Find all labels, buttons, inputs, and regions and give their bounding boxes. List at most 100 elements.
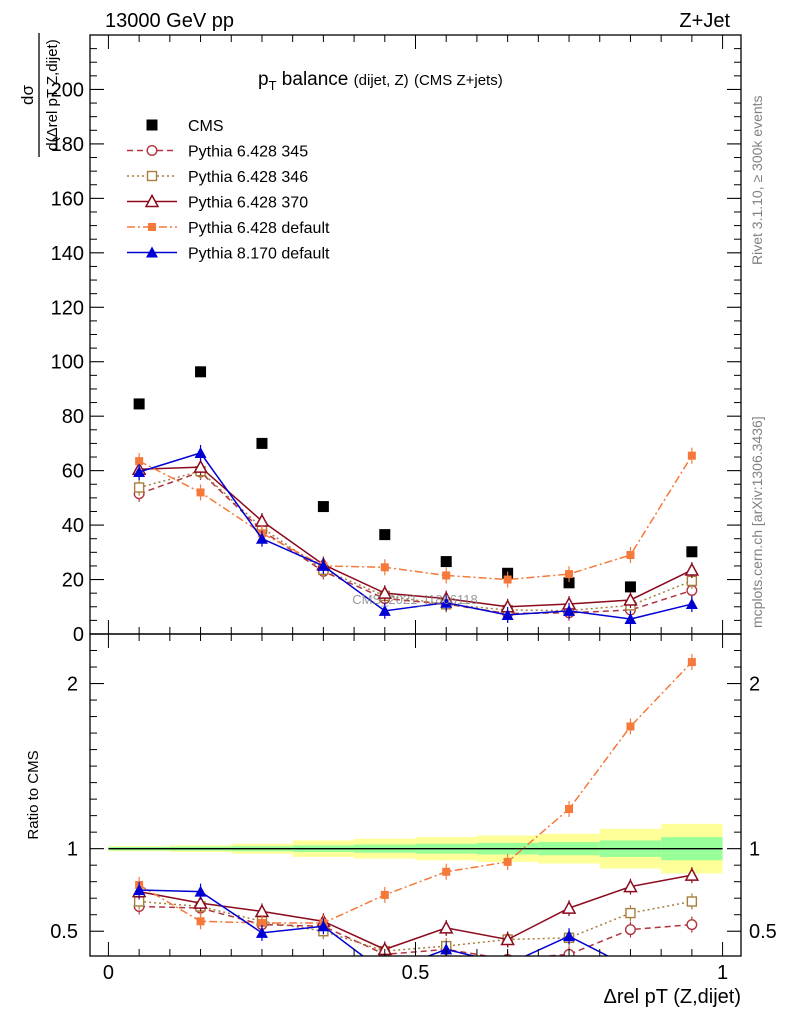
main-series-3-line <box>139 466 693 608</box>
main-series-5-point <box>624 613 637 625</box>
main-plot-panel: 0 20 40 60 80 100 120 140 160 180 200 CMS_2021_I18… <box>18 33 742 646</box>
main-series-4-point <box>135 457 144 466</box>
legend-label: Pythia 6.428 370 <box>188 195 308 212</box>
main-series-5-point <box>133 465 146 477</box>
title-rest: balance <box>277 69 349 90</box>
legend-label: CMS <box>188 118 224 135</box>
main-series-5-point <box>194 446 207 458</box>
legend: CMS Pythia 6.428 345 Pythia 6.428 346 Pythi… <box>127 118 330 263</box>
main-series-5-line <box>138 452 693 620</box>
ratio-series-4-point <box>317 920 330 932</box>
ratio-ytick-label-right: 2 <box>749 674 760 696</box>
main-series-4-line <box>138 455 693 581</box>
main-series-5-point <box>255 532 268 544</box>
ratio-series-4-point <box>133 883 146 895</box>
ratio-ytick-label-right: 1 <box>749 839 760 861</box>
main-ytick-label: 0 <box>73 624 84 646</box>
main-series-2-line <box>138 470 693 612</box>
main-series-0-point <box>686 546 698 558</box>
plot-title: pT balance (dijet, Z) (CMS Z+jets) <box>258 69 503 93</box>
legend-entry-1: Pythia 6.428 345 <box>127 144 308 161</box>
ratio-frame <box>89 633 742 957</box>
main-series-5-point <box>378 604 391 616</box>
legend-label: Pythia 6.428 345 <box>188 144 308 161</box>
process-label: Z+Jet <box>679 10 730 32</box>
ratio-series-3-point <box>442 867 451 876</box>
main-series-0-point <box>195 366 207 378</box>
ratio-series-3-point <box>380 890 389 899</box>
ratio-xtick-label: 1 <box>717 962 728 984</box>
legend-entry-4: Pythia 6.428 default <box>127 220 330 237</box>
legend-label: Pythia 6.428 default <box>188 220 330 237</box>
rivet-label: Rivet 3.1.10, ≥ 300k events <box>749 95 765 265</box>
main-series-0-point <box>563 577 575 589</box>
main-series-4-point <box>687 451 696 460</box>
mcplots-label: mcplots.cern.ch [arXiv:1306.3436] <box>749 416 765 628</box>
main-ytick-label: 180 <box>51 134 84 156</box>
ratio-ylabel: Ratio to CMS <box>25 750 42 839</box>
ratio-series-2-point <box>623 879 638 893</box>
legend-marker <box>144 193 160 208</box>
ylabel-denominator: d(Δrel pT Z,dijet) <box>44 39 61 150</box>
legend-marker <box>146 119 158 131</box>
ratio-series-1-point <box>686 896 698 907</box>
ratio-series-2-point <box>500 931 515 946</box>
legend-marker <box>146 144 158 156</box>
main-ytick-label: 200 <box>51 79 84 101</box>
main-series-0-point <box>317 501 329 513</box>
main-series-5-point <box>501 608 514 620</box>
ratio-ytick-label: 2 <box>67 674 78 696</box>
main-series-5-point <box>685 598 698 610</box>
ratio-series-0 <box>133 898 698 956</box>
ratio-series-3-point <box>257 918 266 927</box>
main-series-4-point <box>503 575 512 584</box>
main-series-3-point <box>623 592 638 606</box>
ratio-series-3-point <box>687 658 696 667</box>
main-series-5 <box>133 444 698 628</box>
ratio-series-0-point <box>686 919 698 931</box>
ratio-series-1-point <box>625 907 636 919</box>
title-sub: T <box>269 78 277 93</box>
main-series-4-point <box>442 571 451 580</box>
ratio-series-4-point <box>255 926 268 938</box>
main-series-0-point <box>440 556 452 568</box>
ratio-series-3-point <box>626 722 635 731</box>
ratio-series-2-point <box>193 895 208 909</box>
main-ytick-label: 20 <box>62 570 84 592</box>
title-main: p <box>258 69 269 90</box>
main-ytick-label: 80 <box>62 406 84 428</box>
ratio-xtick-label: 0.5 <box>402 962 430 984</box>
ratio-series-3-line <box>138 661 693 924</box>
ratio-series-3-point <box>565 805 574 814</box>
main-ytick-label: 120 <box>51 297 84 319</box>
main-ylabel: dσ d(Δrel pT Z,dijet) <box>18 33 61 157</box>
watermark: CMS_2021_I1866118 <box>352 592 478 607</box>
title-small: (dijet, Z) <box>354 72 409 89</box>
legend-entry-3: Pythia 6.428 370 <box>127 193 308 212</box>
ratio-series-4-point <box>502 958 514 969</box>
main-series-4-point <box>380 563 389 572</box>
legend-marker <box>146 246 158 258</box>
main-series-5-point <box>440 596 453 608</box>
main-series-3-point <box>193 459 208 473</box>
main-series-4-point <box>565 570 574 579</box>
main-series-4-point <box>626 551 635 560</box>
main-series-1-line <box>138 471 693 615</box>
main-ytick-label: 160 <box>51 188 84 210</box>
ratio-series-4-point <box>379 967 391 978</box>
ratio-series-0-point <box>624 924 636 936</box>
ylabel-numerator: dσ <box>18 85 37 105</box>
energy-label: 13000 GeV pp <box>105 10 234 32</box>
ratio-series-2-point <box>561 900 577 914</box>
main-series-4 <box>135 447 696 588</box>
ratio-ytick-label: 1 <box>67 839 78 861</box>
ratio-series-4-line <box>139 889 610 956</box>
ratio-series-4-point <box>563 930 576 942</box>
main-series-5-point <box>563 604 576 616</box>
ratio-xtick-label: 0 <box>103 962 114 984</box>
main-ytick-label: 100 <box>51 352 84 374</box>
legend-marker <box>148 223 156 231</box>
main-series-3-point <box>684 562 700 576</box>
main-series-0-point <box>624 581 636 593</box>
